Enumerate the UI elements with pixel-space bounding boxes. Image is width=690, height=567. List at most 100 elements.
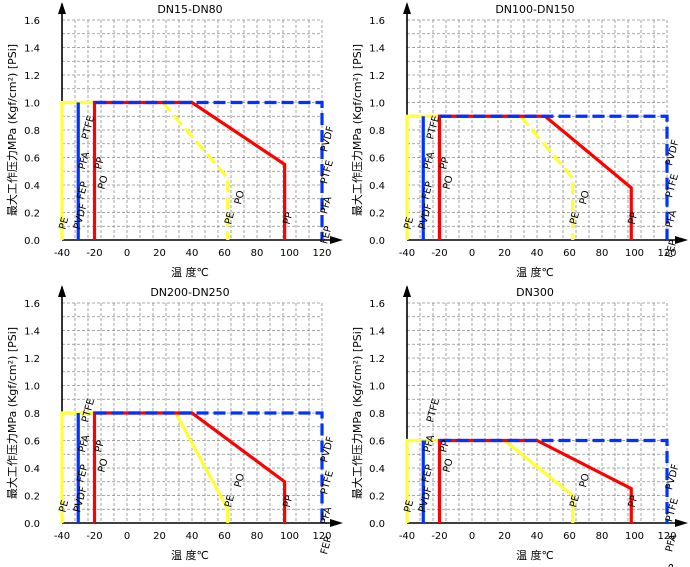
x-tick-label: 100 bbox=[280, 248, 299, 259]
y-tick-label: 1.2 bbox=[369, 71, 385, 82]
material-label-left: FEP bbox=[75, 180, 90, 200]
x-tick-label: 40 bbox=[186, 248, 199, 259]
material-label-right: FEP bbox=[319, 535, 334, 555]
x-axis-label: 温 度℃ bbox=[171, 548, 209, 562]
x-tick-label: 0 bbox=[469, 248, 475, 259]
material-label-left: PP bbox=[438, 156, 452, 170]
y-axis-arrow bbox=[403, 285, 411, 297]
x-axis-label: 温 度℃ bbox=[171, 265, 209, 279]
material-label-pp: PP bbox=[282, 211, 296, 225]
x-tick-label: 60 bbox=[563, 531, 576, 542]
x-tick-label: 60 bbox=[218, 531, 231, 542]
material-label-left: PTFE bbox=[425, 398, 442, 424]
material-label-left: PFA bbox=[422, 151, 437, 171]
y-axis-label: 最大工作压力MPa (Kgf/cm²) [PSi] bbox=[350, 44, 364, 216]
material-label-right: PVDF bbox=[319, 125, 337, 154]
series-line-po bbox=[161, 101, 230, 240]
material-label-left: PO bbox=[442, 457, 456, 473]
x-tick-label: 100 bbox=[280, 531, 299, 542]
x-tick-label: -40 bbox=[399, 531, 415, 542]
y-axis-label: 最大工作压力MPa (Kgf/cm²) [PSi] bbox=[350, 327, 364, 499]
x-tick-label: -40 bbox=[54, 531, 70, 542]
y-tick-label: 0.0 bbox=[369, 236, 385, 247]
y-tick-label: 0.2 bbox=[369, 492, 385, 503]
y-tick-label: 1.4 bbox=[369, 327, 385, 338]
x-tick-label: -20 bbox=[86, 248, 102, 259]
x-tick-label: 60 bbox=[218, 248, 231, 259]
series-line-pfa-ptfe-fep bbox=[439, 438, 669, 523]
material-label-pp: PP bbox=[627, 211, 641, 225]
material-label-left: PO bbox=[97, 174, 111, 190]
material-label-right: FEP bbox=[319, 225, 334, 245]
material-label-left: PFA bbox=[77, 434, 92, 454]
x-tick-label: 0 bbox=[124, 531, 130, 542]
y-axis-label: 最大工作压力MPa (Kgf/cm²) [PSi] bbox=[5, 44, 19, 216]
x-tick-label: -40 bbox=[399, 248, 415, 259]
series-line-pe bbox=[60, 100, 95, 240]
x-tick-label: 40 bbox=[531, 248, 544, 259]
material-label-left: FEP bbox=[75, 463, 90, 483]
material-label-mid: PO bbox=[233, 189, 247, 205]
series-line-pe bbox=[405, 114, 440, 240]
y-tick-label: 1.4 bbox=[24, 327, 40, 338]
x-axis-label: 温 度℃ bbox=[516, 548, 554, 562]
x-tick-label: 100 bbox=[625, 531, 644, 542]
x-tick-label: 0 bbox=[469, 531, 475, 542]
material-label-right: PFA bbox=[664, 209, 679, 229]
y-tick-label: 0.2 bbox=[24, 492, 40, 503]
series-line-pe bbox=[405, 438, 440, 523]
material-label-right: FEP bbox=[664, 563, 679, 567]
y-tick-label: 1.2 bbox=[24, 71, 40, 82]
y-tick-label: 0.6 bbox=[24, 154, 40, 165]
y-tick-label: 1.6 bbox=[369, 16, 385, 27]
y-axis-label: 最大工作压力MPa (Kgf/cm²) [PSi] bbox=[5, 327, 19, 499]
series-line-pfa-ptfe-fep bbox=[94, 100, 324, 240]
material-label-left: PFA bbox=[77, 151, 92, 171]
y-tick-label: 0.6 bbox=[369, 437, 385, 448]
x-tick-label: 20 bbox=[153, 531, 166, 542]
material-label-left: FEP bbox=[420, 180, 435, 200]
y-tick-label: 1.4 bbox=[369, 44, 385, 55]
x-tick-label: 20 bbox=[498, 248, 511, 259]
y-tick-label: 0.2 bbox=[369, 209, 385, 220]
series-line-po bbox=[503, 439, 575, 523]
x-tick-label: -20 bbox=[431, 531, 447, 542]
y-tick-label: 1.6 bbox=[24, 16, 40, 27]
series-line-pp bbox=[92, 100, 287, 240]
x-tick-label: 120 bbox=[657, 248, 676, 259]
material-label-mid: PE bbox=[223, 494, 237, 509]
x-tick-label: 20 bbox=[153, 248, 166, 259]
material-label-mid: PO bbox=[578, 472, 592, 488]
x-tick-label: -20 bbox=[431, 248, 447, 259]
x-tick-label: -20 bbox=[86, 531, 102, 542]
x-tick-label: 120 bbox=[312, 248, 331, 259]
x-tick-label: 100 bbox=[625, 248, 644, 259]
material-label-left: PE bbox=[58, 499, 72, 514]
y-tick-label: 0.4 bbox=[24, 181, 40, 192]
y-tick-label: 1.6 bbox=[369, 299, 385, 310]
material-label-right: PVDF bbox=[664, 463, 682, 492]
x-tick-label: 80 bbox=[251, 531, 264, 542]
y-tick-label: 1.2 bbox=[369, 354, 385, 365]
x-tick-label: 20 bbox=[498, 531, 511, 542]
material-label-mid: PE bbox=[568, 494, 582, 509]
y-tick-label: 0.0 bbox=[24, 236, 40, 247]
x-axis-arrow bbox=[675, 519, 688, 527]
material-label-left: FEP bbox=[420, 463, 435, 483]
series-line-pp bbox=[92, 411, 287, 523]
series-line-pfa-ptfe-fep bbox=[94, 411, 324, 523]
y-tick-label: 1.6 bbox=[24, 299, 40, 310]
y-tick-label: 1.0 bbox=[24, 382, 40, 393]
y-tick-label: 0.8 bbox=[24, 409, 40, 420]
material-label-left: PO bbox=[97, 457, 111, 473]
chart-title: DN300 bbox=[516, 286, 554, 299]
y-tick-label: 1.0 bbox=[369, 99, 385, 110]
chart-dn200-dn250: DN200-DN250 0.0 0.2 0.4 0.6 0.8 1.0 1.2 1.4 1.6 -4… bbox=[5, 285, 343, 562]
y-tick-label: 1.4 bbox=[24, 44, 40, 55]
series-line-pfa-ptfe-fep bbox=[439, 114, 669, 240]
material-label-right: PFA bbox=[319, 195, 334, 215]
chart-dn300: DN300 0.0 0.2 0.4 0.6 0.8 1.0 1.2 1.4 1.6 -40 -20 0 2… bbox=[350, 285, 688, 567]
x-tick-label: 80 bbox=[251, 248, 264, 259]
y-tick-label: 0.0 bbox=[369, 519, 385, 530]
